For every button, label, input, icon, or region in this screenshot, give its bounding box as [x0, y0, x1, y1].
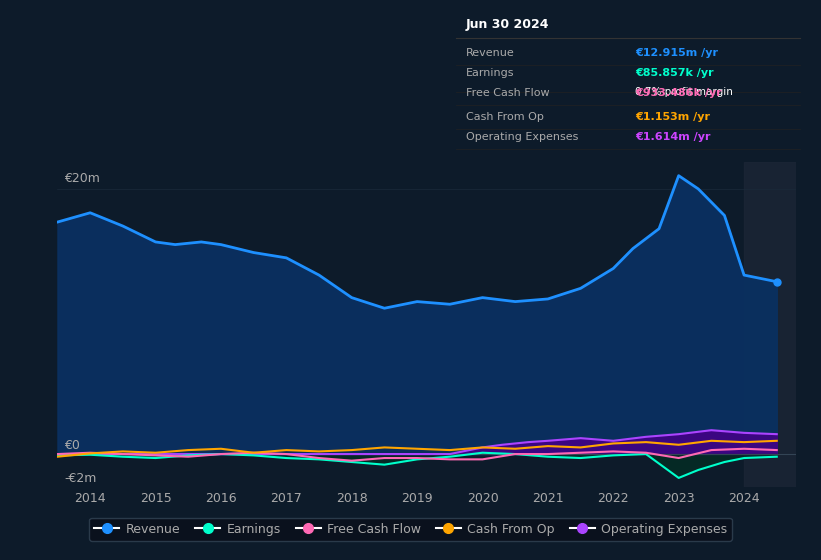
- Text: €1.153m /yr: €1.153m /yr: [635, 112, 710, 122]
- Text: Revenue: Revenue: [466, 48, 515, 58]
- Text: Cash From Op: Cash From Op: [466, 112, 544, 122]
- Text: Operating Expenses: Operating Expenses: [466, 132, 578, 142]
- Text: -€2m: -€2m: [64, 472, 96, 485]
- Text: €20m: €20m: [64, 172, 100, 185]
- Text: Earnings: Earnings: [466, 68, 515, 78]
- Legend: Revenue, Earnings, Free Cash Flow, Cash From Op, Operating Expenses: Revenue, Earnings, Free Cash Flow, Cash …: [89, 517, 732, 541]
- Text: €933.486k /yr: €933.486k /yr: [635, 88, 722, 99]
- Bar: [744, 162, 796, 487]
- Text: €0: €0: [64, 439, 80, 452]
- Text: Free Cash Flow: Free Cash Flow: [466, 88, 549, 99]
- Text: €12.915m /yr: €12.915m /yr: [635, 48, 718, 58]
- Text: 0.7% profit margin: 0.7% profit margin: [635, 87, 733, 97]
- Text: €85.857k /yr: €85.857k /yr: [635, 68, 713, 78]
- Text: Jun 30 2024: Jun 30 2024: [466, 18, 549, 31]
- Text: €1.614m /yr: €1.614m /yr: [635, 132, 710, 142]
